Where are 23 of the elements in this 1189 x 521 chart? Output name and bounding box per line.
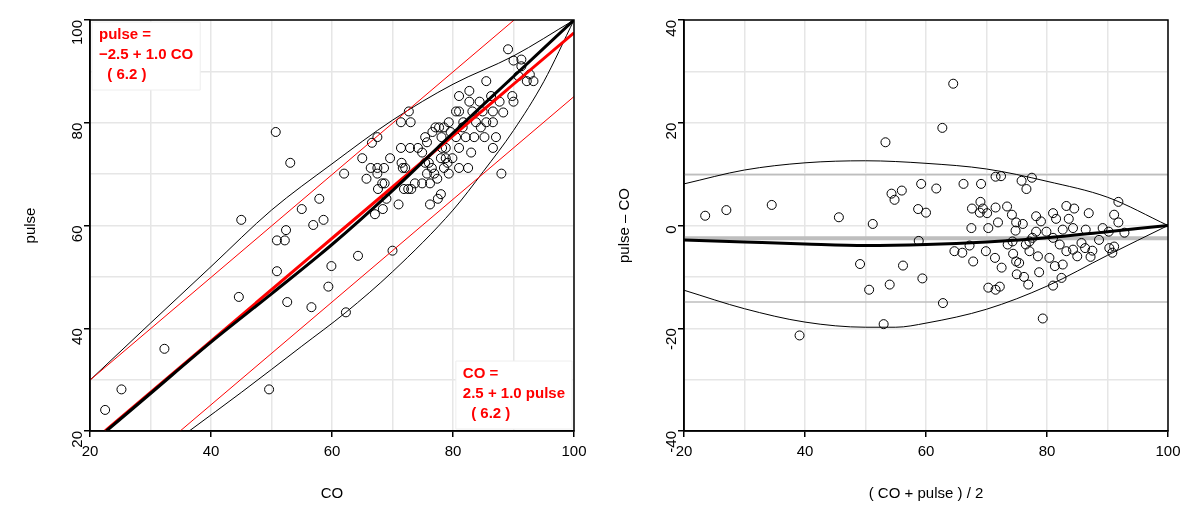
- x-tick-label: 80: [1038, 442, 1056, 460]
- annotation: CO = 2.5 + 1.0 pulse ( 6.2 ): [462, 363, 566, 421]
- y-tick-label: 60: [68, 225, 86, 243]
- y-tick-label: 40: [68, 328, 86, 345]
- x-tick-label: 40: [796, 442, 814, 460]
- y-tick-label: 20: [662, 122, 680, 140]
- x-tick-label: 100: [561, 442, 587, 460]
- annotation: pulse = −2.5 + 1.0 CO ( 6.2 ): [99, 24, 194, 82]
- y-tick-label: 40: [662, 20, 680, 37]
- x-tick-label: 100: [1155, 442, 1181, 460]
- x-tick-label: 40: [202, 442, 220, 460]
- y-axis-title: pulse: [21, 207, 39, 244]
- x-tick-label: 20: [81, 442, 99, 460]
- x-tick-label: 60: [323, 442, 341, 460]
- y-tick-label: -20: [662, 328, 680, 350]
- y-axis-title: pulse – CO: [615, 187, 633, 264]
- x-tick-label: 60: [917, 442, 935, 460]
- y-tick-label: 100: [68, 20, 86, 46]
- x-tick-label: 80: [444, 442, 462, 460]
- y-tick-label: 80: [68, 122, 86, 140]
- y-tick-label: 0: [662, 225, 680, 234]
- x-axis-title: ( CO + pulse ) / 2: [868, 484, 984, 502]
- x-axis-title: CO: [320, 484, 344, 502]
